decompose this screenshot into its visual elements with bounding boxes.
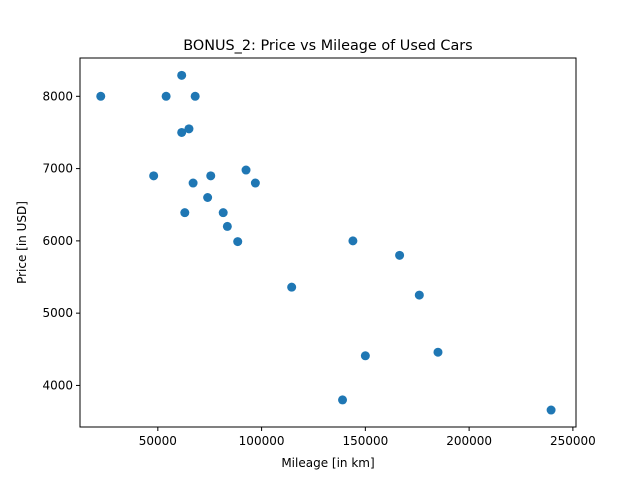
y-tick-label: 6000: [42, 234, 73, 248]
plot-area-frame: [79, 57, 577, 428]
data-points: [96, 70, 556, 415]
data-point: [177, 127, 187, 137]
data-point: [395, 250, 405, 260]
y-tick-label: 5000: [42, 306, 73, 320]
y-tick-label: 8000: [42, 89, 73, 103]
data-point: [96, 91, 106, 101]
y-tick-label: 4000: [42, 378, 73, 392]
chart-title: BONUS_2: Price vs Mileage of Used Cars: [183, 38, 472, 54]
data-point: [177, 70, 187, 80]
x-tick-label: 100000: [239, 434, 285, 448]
data-point: [360, 351, 370, 361]
data-point: [233, 237, 243, 247]
data-point: [149, 171, 159, 181]
data-point: [206, 171, 216, 181]
x-axis-label: Mileage [in km]: [281, 456, 374, 470]
data-point: [241, 165, 251, 175]
data-point: [161, 91, 171, 101]
data-point: [348, 236, 358, 246]
x-tick-label: 250000: [550, 434, 596, 448]
x-tick-label: 150000: [342, 434, 388, 448]
data-point: [433, 347, 443, 357]
y-axis-label: Price [in USD]: [15, 201, 29, 284]
data-point: [184, 124, 194, 134]
x-tick-label: 50000: [139, 434, 177, 448]
data-point: [190, 91, 200, 101]
data-point: [203, 193, 213, 203]
data-point: [546, 405, 556, 415]
data-point: [287, 282, 297, 292]
data-point: [218, 208, 228, 218]
data-point: [414, 290, 424, 300]
data-point: [222, 221, 232, 231]
data-point: [180, 208, 190, 218]
data-point: [338, 395, 348, 405]
x-axis-ticks: 50000 100000 150000 200000 250000: [139, 427, 596, 448]
y-tick-label: 7000: [42, 162, 73, 176]
x-tick-label: 200000: [446, 434, 492, 448]
data-point: [250, 178, 260, 188]
data-point: [188, 178, 198, 188]
y-axis-ticks: 4000 5000 6000 7000 8000: [42, 89, 80, 392]
